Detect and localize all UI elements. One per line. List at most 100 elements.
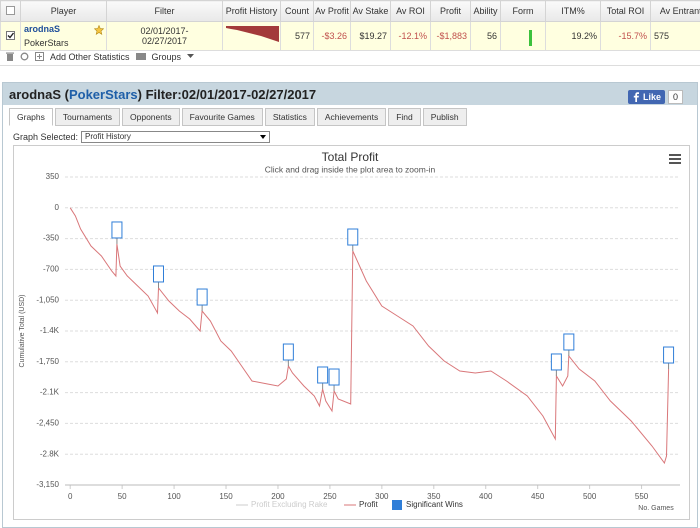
site: PokerStars <box>24 38 69 48</box>
flag-box <box>152 265 164 283</box>
refresh-icon[interactable] <box>20 52 29 61</box>
graph-select-row: Graph Selected: Profit History <box>13 131 271 143</box>
graph-selected-label: Graph Selected: <box>13 132 79 142</box>
title-filter: ) Filter:02/01/2017-02/27/2017 <box>137 87 317 102</box>
profit: -$1,883 <box>430 21 471 51</box>
total-roi: -15.7% <box>600 21 651 51</box>
filter-start: 02/01/2017- <box>140 26 189 36</box>
column-header[interactable]: ITM% <box>545 0 601 22</box>
av-stake: $19.27 <box>350 21 391 51</box>
column-header[interactable]: Profit History <box>222 0 281 22</box>
column-header[interactable]: Count <box>280 0 314 22</box>
x-tick-label: 100 <box>167 492 181 501</box>
flag-box <box>550 353 562 371</box>
title-player: arodnaS ( <box>9 87 69 102</box>
column-header[interactable]: Av Stake <box>350 0 391 22</box>
y-axis-label: Cumulative Total (USD) <box>19 294 26 367</box>
star-icon <box>94 25 104 35</box>
tab[interactable]: Graphs <box>9 108 53 126</box>
y-tick-label: -700 <box>43 265 60 274</box>
x-tick-label: 350 <box>427 492 441 501</box>
y-tick-label: 350 <box>46 172 60 181</box>
like-button[interactable]: Like <box>628 90 666 104</box>
chart-title: Total Profit <box>322 150 379 164</box>
x-tick-label: 450 <box>531 492 545 501</box>
flag-box <box>111 221 123 239</box>
profit-line <box>69 207 670 465</box>
legend-item[interactable]: Significant Wins <box>406 500 463 509</box>
select-all[interactable] <box>0 0 21 22</box>
x-tick-label: 200 <box>271 492 285 501</box>
tab[interactable]: Favourite Games <box>181 108 263 126</box>
chart-container: Total Profit Click and drag inside the p… <box>13 145 690 520</box>
groups-icon[interactable] <box>135 52 146 61</box>
filter-end: 02/27/2017 <box>141 36 188 46</box>
flag-box <box>328 368 340 386</box>
column-header[interactable]: Av ROI <box>390 0 431 22</box>
av-roi: -12.1% <box>390 21 431 51</box>
checkbox[interactable] <box>6 5 15 15</box>
x-tick-label: 0 <box>68 492 73 501</box>
count: 577 <box>280 21 314 51</box>
column-header[interactable]: Form <box>500 0 546 22</box>
tab[interactable]: Find <box>388 108 421 126</box>
y-tick-label: 0 <box>55 203 60 212</box>
tab-bar: Graphs Tournaments Opponents Favourite Game… <box>9 108 469 126</box>
tab[interactable]: Opponents <box>122 108 180 126</box>
legend-item[interactable]: Profit <box>359 500 378 509</box>
ability: 56 <box>470 21 501 51</box>
row-check[interactable] <box>0 21 21 51</box>
column-header[interactable]: Profit <box>430 0 471 22</box>
column-header[interactable]: Av Profit <box>313 0 351 22</box>
x-tick-label: 550 <box>635 492 649 501</box>
like-label: Like <box>643 92 662 102</box>
dropdown-arrow[interactable] <box>187 54 195 59</box>
tab[interactable]: Publish <box>422 108 467 126</box>
delete-icon[interactable] <box>6 52 14 61</box>
player-name[interactable]: arodnaS <box>24 24 61 34</box>
flag-box <box>196 288 208 306</box>
checkbox[interactable] <box>6 30 15 40</box>
player-row[interactable]: arodnaS PokerStars 02/01/2017- 02/27/2017 … <box>0 21 700 51</box>
x-tick-label: 150 <box>219 492 233 501</box>
chart: Total Profit Click and drag inside the p… <box>19 150 681 512</box>
y-tick-label: -1,750 <box>36 357 59 366</box>
column-header[interactable]: Filter <box>106 0 223 22</box>
tab[interactable]: Tournaments <box>54 108 121 126</box>
title-site[interactable]: PokerStars <box>68 87 138 102</box>
chart-subtitle: Click and drag inside the plot area to z… <box>265 164 436 174</box>
flag-box <box>347 228 359 246</box>
form-cell <box>500 21 546 51</box>
tab[interactable]: Achievements <box>316 108 387 126</box>
column-header[interactable]: Av Entrants <box>650 0 700 22</box>
select-arrow <box>260 135 267 139</box>
y-tick-label: -2.8K <box>40 449 60 458</box>
flag-box <box>317 366 329 384</box>
column-header[interactable]: Player <box>20 0 107 22</box>
y-tick-label: -1.4K <box>40 326 60 335</box>
graph-select[interactable]: Profit History <box>81 131 271 143</box>
x-tick-label: 400 <box>479 492 493 501</box>
y-tick-label: -3,150 <box>36 480 59 489</box>
like-count: 0 <box>668 90 684 104</box>
x-tick-label: 300 <box>375 492 389 501</box>
y-tick-label: -2.1K <box>40 388 60 397</box>
graph-select-value: Profit History <box>85 132 131 141</box>
menu-button[interactable] <box>669 154 681 164</box>
tab[interactable]: Statistics <box>264 108 315 126</box>
av-profit: -$3.26 <box>313 21 351 51</box>
x-tick-label: 500 <box>583 492 597 501</box>
x-tick-label: 250 <box>323 492 337 501</box>
player-cell: arodnaS PokerStars <box>20 21 107 51</box>
add-stats-button[interactable]: Add Other Statistics <box>50 51 130 62</box>
panel-header: arodnaS (PokerStars) Filter:02/01/2017-0… <box>3 83 697 105</box>
groups-button[interactable]: Groups <box>151 51 182 62</box>
column-header[interactable]: Total ROI <box>600 0 651 22</box>
stats-table: Player Filter Profit History Count Av Profit… <box>0 0 700 51</box>
column-header[interactable]: Ability <box>470 0 501 22</box>
av-entrants: 575 <box>650 21 700 51</box>
add-icon[interactable] <box>35 52 44 61</box>
legend-symbol <box>392 500 402 510</box>
legend-item[interactable]: Profit Excluding Rake <box>251 500 328 509</box>
